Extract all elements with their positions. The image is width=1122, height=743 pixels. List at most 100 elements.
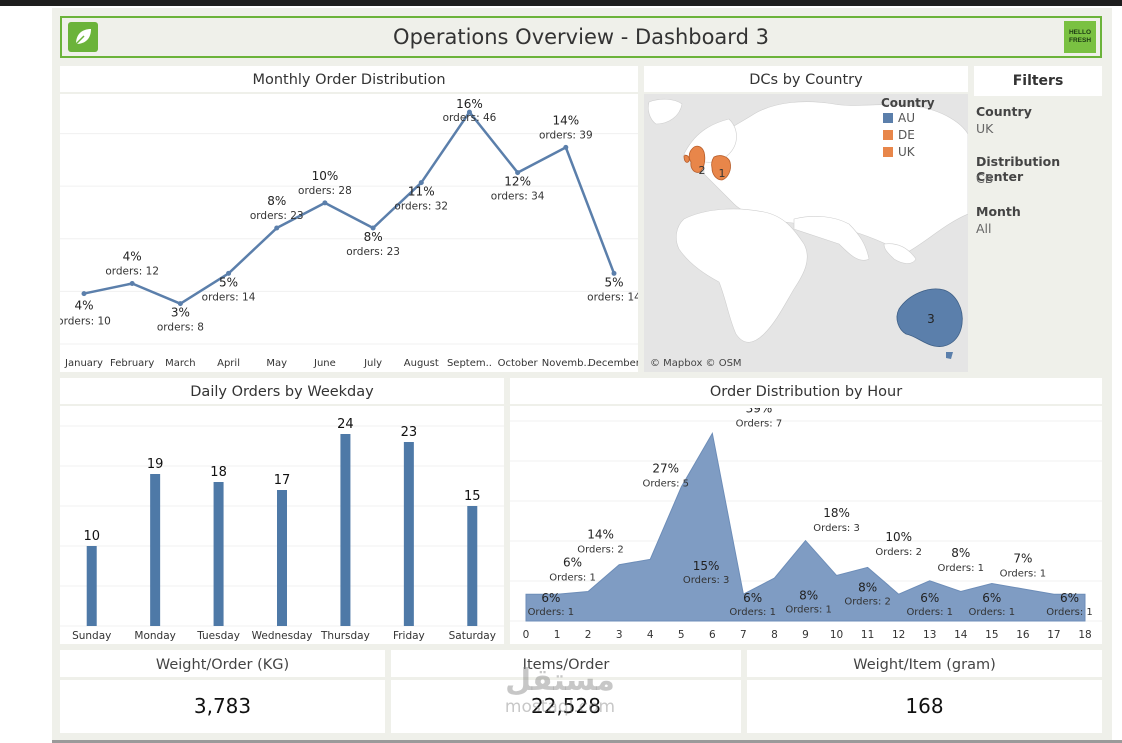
data-point bbox=[563, 144, 569, 150]
monthly-chart-title: Monthly Order Distribution bbox=[60, 66, 638, 94]
percent-label: 5% bbox=[219, 275, 238, 289]
hourly-chart-title: Order Distribution by Hour bbox=[510, 378, 1102, 406]
data-point bbox=[466, 109, 472, 115]
filter-value-country[interactable]: UK bbox=[976, 121, 994, 136]
value-label: orders: 14 bbox=[202, 291, 256, 303]
percent-label: 6% bbox=[541, 591, 560, 605]
bar-value-label: 10 bbox=[83, 529, 100, 544]
value-label: Orders: 1 bbox=[528, 607, 575, 618]
monthly-order-panel: Monthly Order Distribution 4% orders: 10 J… bbox=[60, 66, 638, 372]
map-greenland bbox=[647, 98, 683, 125]
kpi-weight-per-item: Weight/Item (gram) 168 bbox=[747, 650, 1102, 733]
value-label: Orders: 1 bbox=[729, 607, 776, 618]
x-tick-label: March bbox=[165, 358, 195, 369]
x-tick-label: 9 bbox=[802, 629, 809, 641]
value-label: orders: 10 bbox=[60, 316, 111, 328]
x-tick-label: 5 bbox=[678, 629, 685, 641]
percent-label: 14% bbox=[587, 527, 614, 541]
x-tick-label: Novemb.. bbox=[542, 358, 590, 369]
hourly-orders-panel: Order Distribution by Hour 0 1 2 3 4 5 6 7 8 9 10 1… bbox=[510, 378, 1102, 644]
x-tick-label: 8 bbox=[771, 629, 778, 641]
percent-label: 39% bbox=[746, 408, 773, 415]
value-label: Orders: 3 bbox=[813, 523, 860, 534]
x-tick-label: August bbox=[404, 358, 439, 369]
percent-label: 8% bbox=[951, 546, 970, 560]
x-tick-label: 17 bbox=[1047, 629, 1060, 641]
legend-label-de: DE bbox=[898, 128, 915, 142]
percent-label: 8% bbox=[858, 580, 877, 594]
filters-title: Filters bbox=[974, 66, 1102, 96]
x-tick-label: 3 bbox=[616, 629, 623, 641]
map-marker-de: 1 bbox=[719, 167, 726, 180]
x-tick-label: July bbox=[363, 358, 382, 369]
value-label: orders: 46 bbox=[443, 112, 497, 124]
kpi-title: Weight/Order (KG) bbox=[60, 650, 385, 680]
value-label: orders: 12 bbox=[105, 266, 159, 278]
series-line bbox=[83, 110, 616, 305]
percent-label: 4% bbox=[74, 299, 93, 313]
data-point bbox=[611, 270, 617, 276]
map-legend-title: Country bbox=[881, 96, 935, 110]
map-australia[interactable] bbox=[896, 288, 963, 347]
filter-label-dc: Distribution Center bbox=[976, 154, 1061, 184]
world-map[interactable]: 2 1 3 Country AU DE UK © Mapbox © OSM bbox=[644, 94, 968, 372]
percent-label: 3% bbox=[171, 306, 190, 320]
value-label: orders: 28 bbox=[298, 185, 352, 197]
percent-label: 15% bbox=[693, 559, 720, 573]
dashboard-title: Operations Overview - Dashboard 3 bbox=[393, 25, 769, 49]
kpi-value: 168 bbox=[905, 694, 944, 718]
monthly-line-chart: 4% orders: 10 January 4% orders: 12 February 3… bbox=[60, 97, 638, 369]
percent-label: 12% bbox=[504, 175, 531, 189]
map-marker-au: 3 bbox=[927, 312, 935, 326]
data-point bbox=[226, 270, 232, 276]
bar-value-label: 15 bbox=[464, 489, 481, 504]
percent-label: 8% bbox=[267, 194, 286, 208]
kpi-items-per-order: Items/Order 22,528 bbox=[391, 650, 741, 733]
x-tick-label: February bbox=[110, 358, 154, 369]
value-label: Orders: 1 bbox=[1000, 568, 1047, 579]
bar-value-label: 17 bbox=[274, 473, 291, 488]
kpi-title: Items/Order bbox=[391, 650, 741, 680]
data-point bbox=[370, 225, 376, 231]
map-africa bbox=[675, 208, 808, 343]
map-middle-east bbox=[793, 215, 870, 261]
filters-panel: Filters Country UK Distribution Center C… bbox=[974, 66, 1102, 372]
bottom-border bbox=[52, 740, 1122, 743]
map-se-asia bbox=[883, 243, 917, 264]
x-tick-label: Wednesday bbox=[252, 630, 313, 642]
percent-label: 6% bbox=[982, 591, 1001, 605]
percent-label: 8% bbox=[364, 230, 383, 244]
percent-label: 6% bbox=[563, 556, 582, 570]
filter-value-dc[interactable]: CB bbox=[976, 171, 994, 186]
bar bbox=[150, 474, 161, 626]
legend-swatch-uk bbox=[883, 147, 893, 157]
x-tick-label: 2 bbox=[585, 629, 592, 641]
x-tick-label: May bbox=[266, 358, 287, 369]
x-tick-label: Thursday bbox=[320, 630, 370, 642]
kpi-value: 22,528 bbox=[531, 694, 601, 718]
percent-label: 11% bbox=[408, 185, 435, 199]
map-germany[interactable] bbox=[711, 155, 731, 181]
value-label: Orders: 1 bbox=[549, 573, 596, 584]
top-bar bbox=[0, 0, 1122, 6]
value-label: Orders: 2 bbox=[844, 596, 891, 607]
x-tick-label: 13 bbox=[923, 629, 936, 641]
leaf-logo-icon bbox=[68, 22, 98, 52]
x-tick-label: 11 bbox=[861, 629, 874, 641]
percent-label: 6% bbox=[920, 591, 939, 605]
value-label: Orders: 1 bbox=[938, 563, 985, 574]
x-tick-label: 15 bbox=[985, 629, 998, 641]
percent-label: 6% bbox=[743, 591, 762, 605]
bar-value-label: 19 bbox=[147, 457, 164, 472]
x-tick-label: April bbox=[217, 358, 240, 369]
map-title: DCs by Country bbox=[644, 66, 968, 94]
value-label: Orders: 1 bbox=[969, 607, 1016, 618]
map-ireland[interactable] bbox=[683, 154, 690, 163]
percent-label: 6% bbox=[1060, 591, 1079, 605]
dashboard-header: Operations Overview - Dashboard 3 HELLO F… bbox=[60, 16, 1102, 58]
bar bbox=[403, 442, 414, 626]
bar-value-label: 23 bbox=[401, 425, 418, 440]
data-point bbox=[322, 200, 328, 206]
filter-value-month[interactable]: All bbox=[976, 221, 992, 236]
bar bbox=[467, 506, 478, 626]
